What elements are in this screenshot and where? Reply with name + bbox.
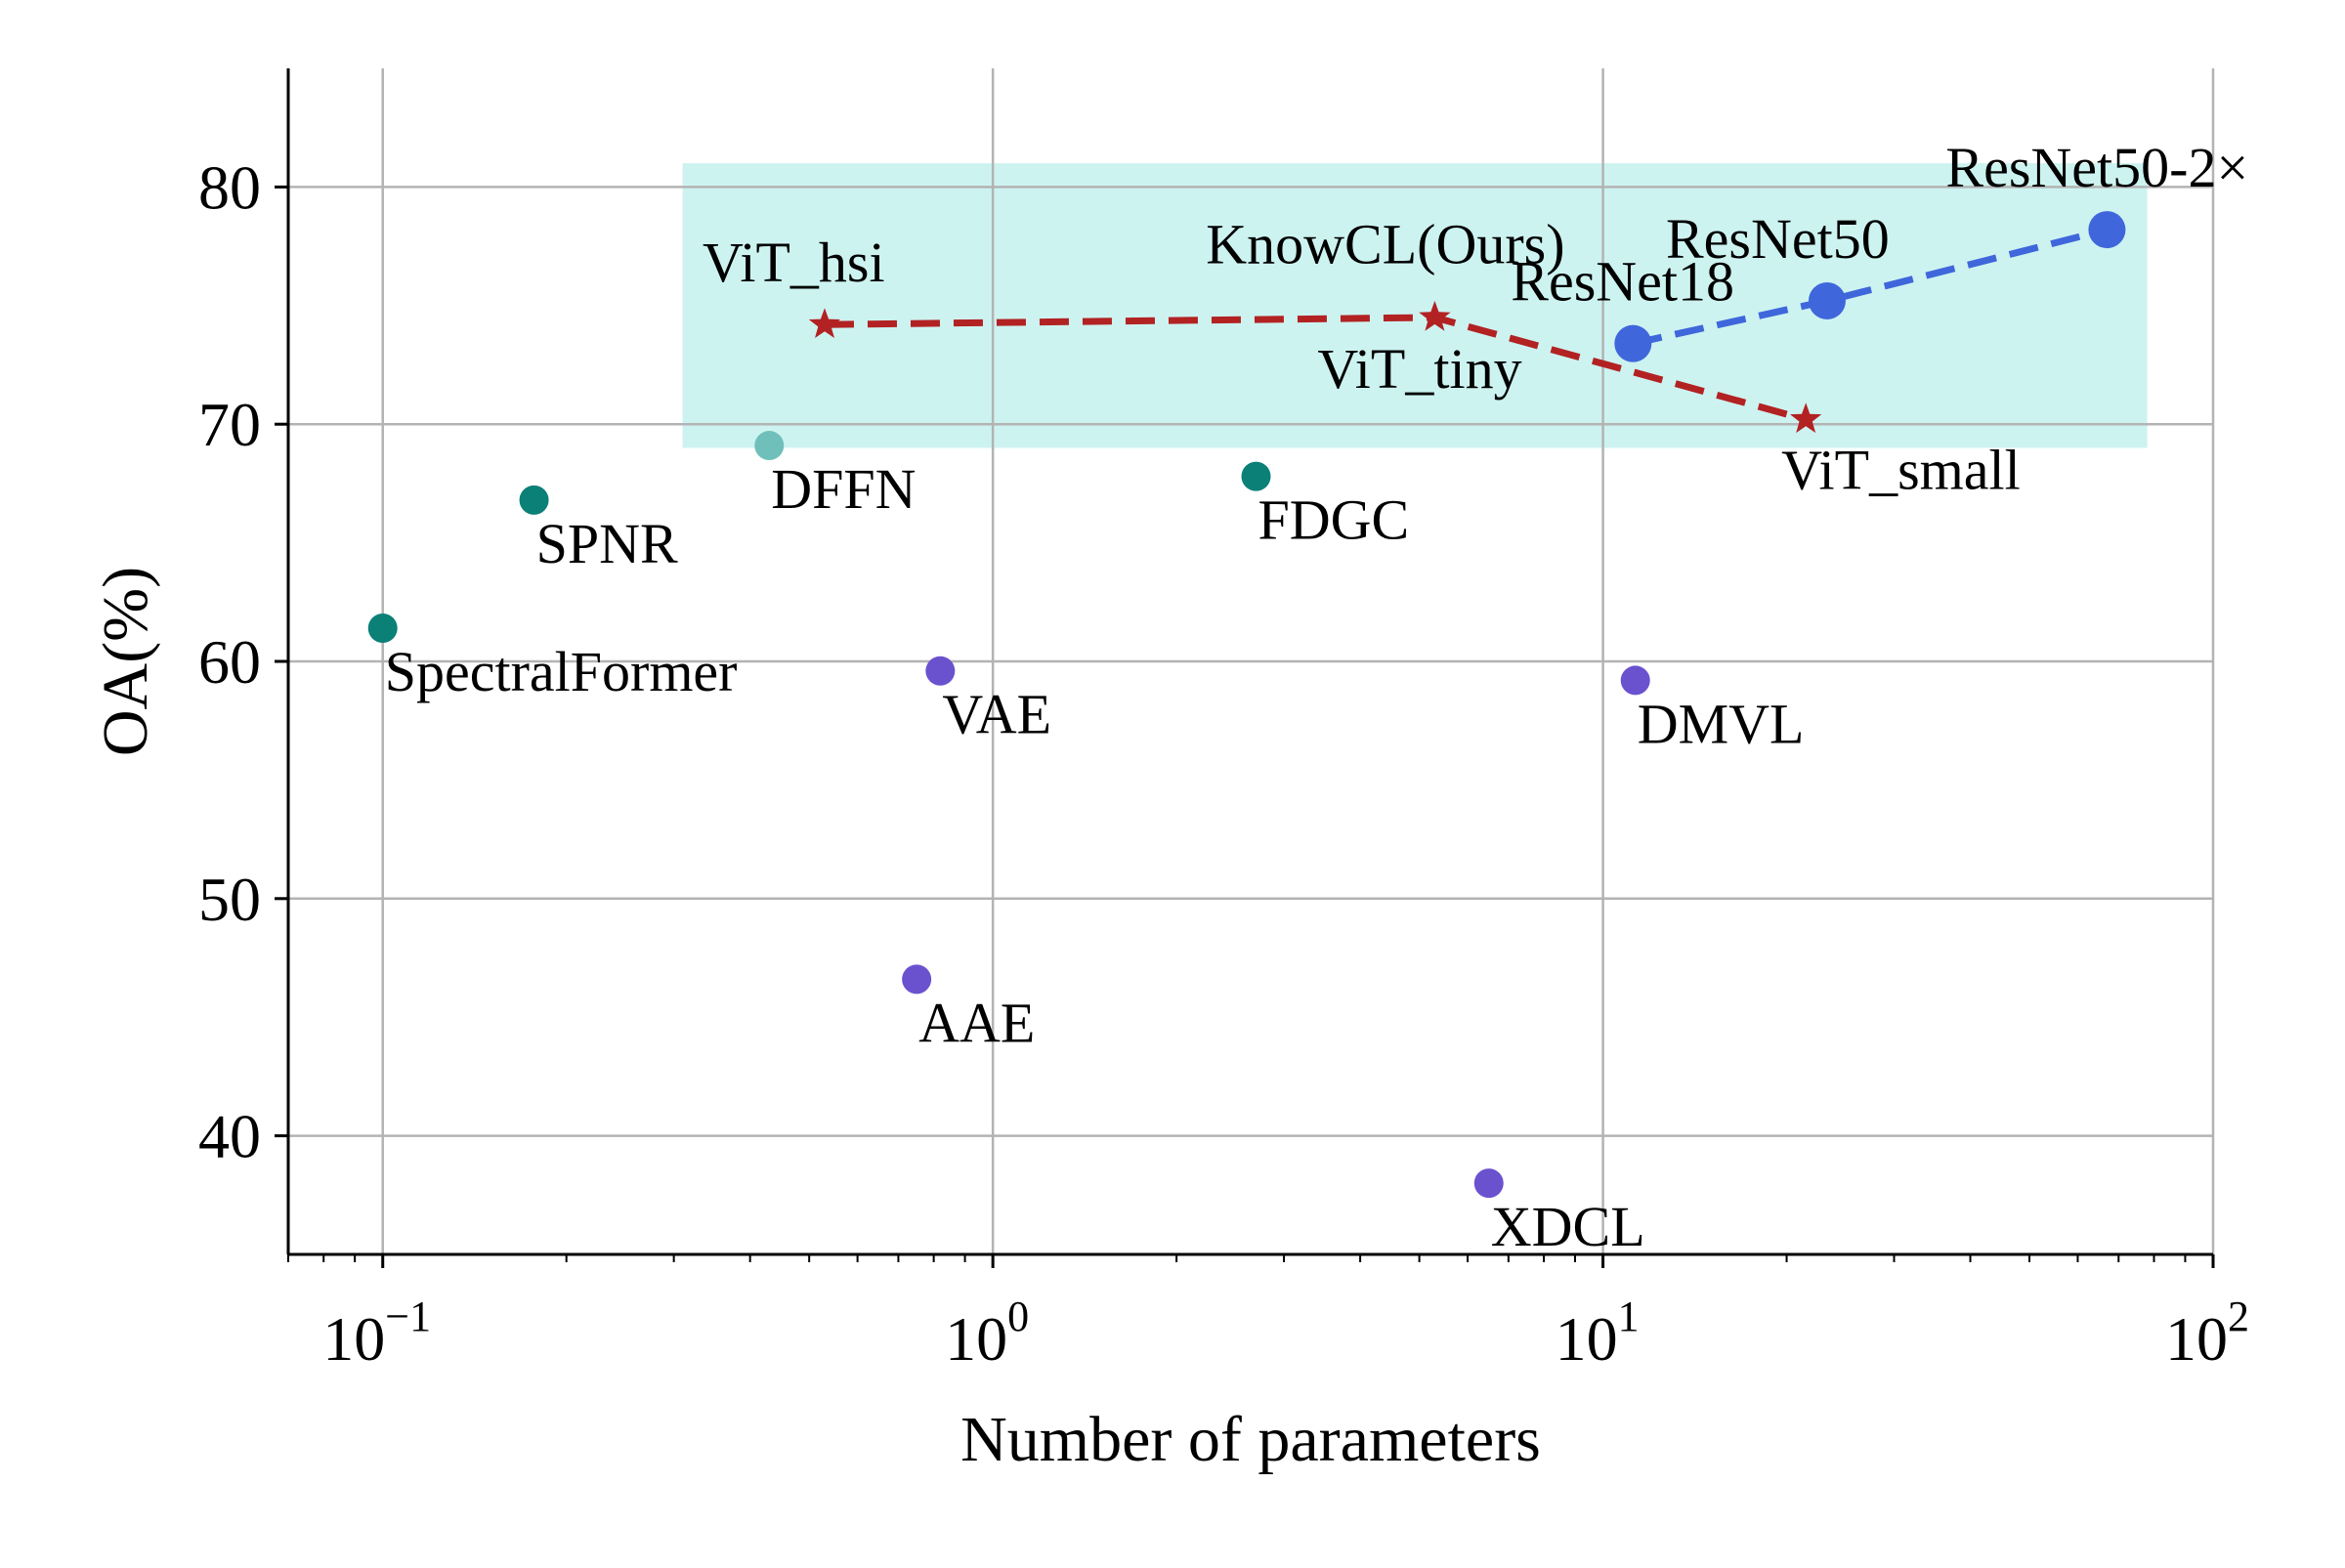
y-tick-label: 50	[198, 865, 261, 934]
point-label: ViT_tiny	[1317, 337, 1521, 401]
point-label: XDCL	[1491, 1195, 1645, 1258]
point-label: DFFN	[771, 457, 916, 521]
point-label: ResNet50	[1666, 207, 1890, 271]
x-axis-label: Number of parameters	[960, 1404, 1541, 1475]
point-label: SPNR	[536, 512, 678, 575]
y-tick-label: 60	[198, 627, 261, 697]
scatter-point	[925, 656, 956, 686]
point-label: FDGC	[1258, 488, 1410, 552]
x-tick-exponent: 2	[2228, 1293, 2249, 1340]
star-marker	[1419, 300, 1451, 331]
scatter-point	[1473, 1168, 1504, 1199]
highlight-region-layer	[682, 163, 2148, 448]
point-label: ViT_small	[1781, 438, 2021, 501]
scatter-point	[1241, 461, 1271, 491]
x-tick-base: 10	[945, 1304, 1007, 1374]
x-tick-exponent: 1	[1618, 1293, 1640, 1340]
series-point	[1614, 324, 1652, 362]
scatter-point	[1620, 665, 1650, 696]
point-label: ResNet18	[1511, 250, 1734, 314]
markers-layer	[367, 211, 2126, 1199]
y-axis-label: OA(%)	[90, 567, 161, 756]
point-label: VAE	[942, 683, 1051, 746]
point-label: AAE	[918, 991, 1035, 1054]
scatter-point	[367, 614, 398, 644]
scatter-point	[902, 964, 932, 995]
x-tick-label: 102	[2165, 1293, 2249, 1374]
point-label: SpectralFormer	[385, 640, 738, 703]
x-tick-base: 10	[1556, 1304, 1618, 1374]
scatter-point	[754, 431, 785, 461]
star-marker	[808, 308, 841, 338]
star-marker	[1790, 403, 1822, 434]
y-tick-label: 80	[198, 152, 261, 222]
grid-layer	[288, 68, 2215, 1254]
x-tick-label: 10−1	[322, 1293, 431, 1374]
point-label: DMVL	[1638, 692, 1805, 755]
y-tick-label: 40	[198, 1102, 261, 1171]
point-label: ResNet50-2×	[1945, 136, 2248, 199]
point-labels-layer: SpectralFormer SPNR DFFN FDGC VAE AAE XDCL DMVL…	[385, 136, 2248, 1258]
x-tick-base: 10	[2165, 1304, 2228, 1374]
point-label: ViT_hsi	[703, 231, 885, 294]
series-point	[2088, 211, 2126, 249]
y-tick-label: 70	[198, 390, 261, 459]
highlight-region	[682, 163, 2148, 448]
x-tick-exponent: −1	[385, 1293, 431, 1340]
x-tick-exponent: 0	[1007, 1293, 1029, 1340]
annotation-label: KnowCL(Ours)	[1206, 213, 1564, 276]
x-tick-label: 100	[945, 1293, 1029, 1374]
x-tick-label: 101	[1556, 1293, 1640, 1374]
x-tick-base: 10	[322, 1304, 385, 1374]
scatter-point	[519, 485, 549, 515]
series-point	[1808, 281, 1846, 319]
